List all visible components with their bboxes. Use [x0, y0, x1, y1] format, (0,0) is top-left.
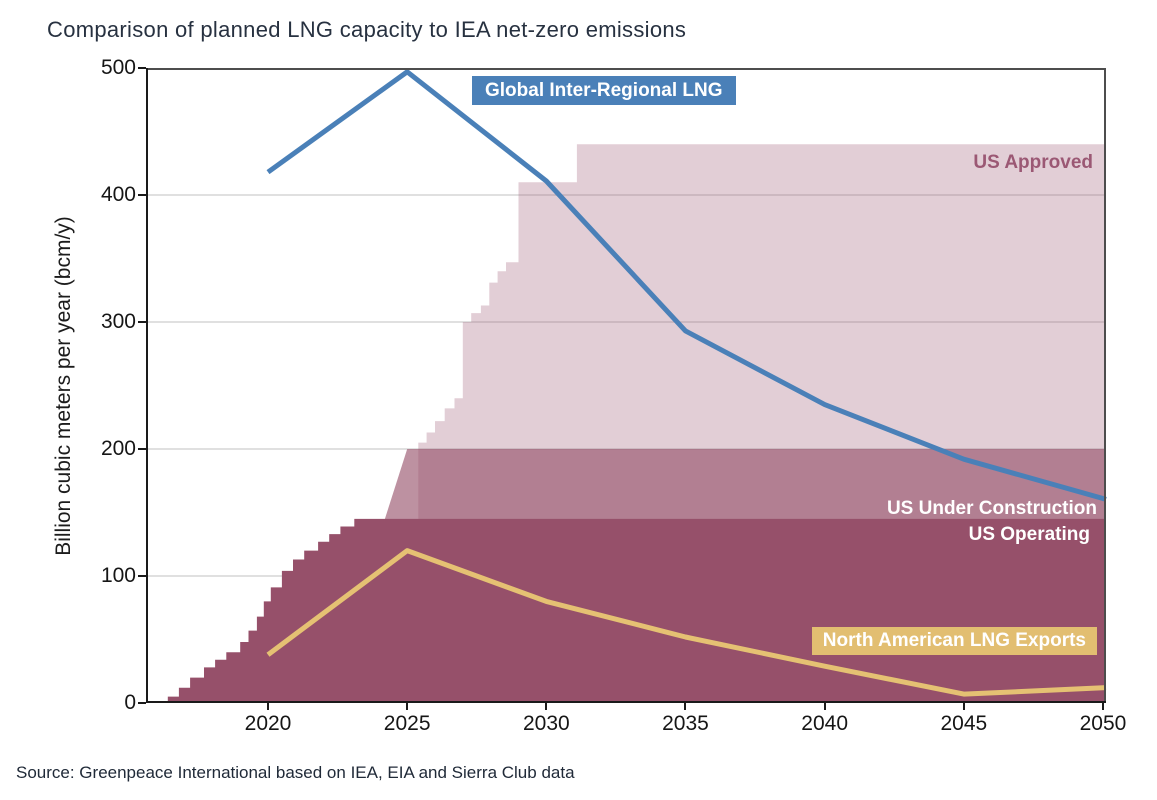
us-under-construction-label: US Under Construction — [886, 498, 1097, 519]
x-tick-label: 2025 — [383, 712, 431, 735]
y-tick-label: 400 — [100, 183, 136, 206]
y-tick-label: 300 — [100, 310, 136, 333]
y-tick-mark — [138, 575, 146, 577]
line-global-inter-regional-lng — [266, 69, 1107, 502]
chart-title: Comparison of planned LNG capacity to IE… — [47, 17, 687, 42]
x-tick-mark — [684, 703, 687, 710]
y-tick-mark — [138, 194, 146, 196]
y-tick-label: 200 — [100, 437, 136, 460]
line-north-american-lng-exports — [266, 548, 1107, 697]
us-approved-label: US Approved — [973, 152, 1093, 173]
y-tick-label: 500 — [100, 56, 136, 79]
y-tick-mark — [138, 67, 146, 69]
x-tick-label: 2045 — [940, 712, 988, 735]
y-tick-label: 100 — [100, 564, 136, 587]
x-tick-mark — [1101, 703, 1104, 710]
na-lng-exports-label: North American LNG Exports — [811, 627, 1097, 655]
area-us-operating — [158, 518, 1107, 703]
x-tick-label: 2035 — [662, 712, 709, 735]
chart-canvas — [146, 68, 1107, 703]
x-tick-label: 2030 — [522, 712, 570, 735]
y-tick-mark — [138, 702, 146, 704]
plot-area: Global Inter-Regional LNG US Approved US… — [146, 68, 1107, 703]
source-note: Source: Greenpeace International based o… — [16, 763, 575, 782]
us-operating-label: US Operating — [968, 524, 1090, 545]
x-tick-label: 2040 — [801, 712, 849, 735]
x-tick-mark — [545, 703, 548, 710]
y-tick-label: 0 — [124, 691, 136, 714]
x-tick-label: 2050 — [1079, 712, 1127, 735]
x-tick-mark — [406, 703, 409, 710]
y-axis-title: Billion cubic meters per year (bcm/y) — [52, 216, 75, 556]
x-tick-mark — [823, 703, 826, 710]
y-tick-mark — [138, 321, 146, 323]
x-tick-label: 2020 — [244, 712, 292, 735]
x-tick-mark — [267, 703, 269, 710]
global-lng-label: Global Inter-Regional LNG — [472, 76, 736, 105]
y-tick-mark — [138, 448, 146, 450]
x-tick-mark — [962, 703, 965, 710]
